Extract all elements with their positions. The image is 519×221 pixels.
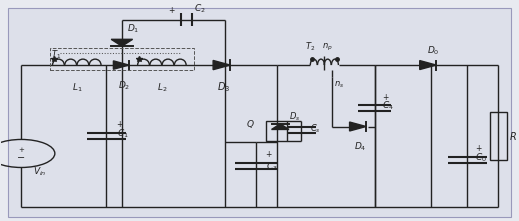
Text: $C_s$: $C_s$ [310, 122, 320, 135]
Polygon shape [113, 61, 129, 69]
Text: +: + [265, 150, 271, 159]
Bar [266, 121, 287, 141]
Polygon shape [271, 124, 289, 130]
Text: $C_3$: $C_3$ [266, 160, 278, 173]
Text: $C_0$: $C_0$ [475, 152, 487, 164]
Text: $D_3$: $D_3$ [217, 81, 230, 94]
Text: $D_s$: $D_s$ [289, 110, 301, 123]
Text: $L_2$: $L_2$ [157, 81, 167, 94]
Text: −: − [17, 153, 25, 163]
Text: $D_2$: $D_2$ [118, 80, 131, 92]
Text: $C_2$: $C_2$ [194, 3, 206, 15]
Text: $T_1$: $T_1$ [51, 49, 61, 61]
Polygon shape [111, 39, 133, 46]
Text: $D_4$: $D_4$ [354, 141, 366, 153]
Text: $T_2$: $T_2$ [305, 40, 315, 53]
Text: +: + [18, 147, 24, 152]
Text: +: + [383, 93, 389, 102]
Polygon shape [420, 61, 436, 70]
Text: $V_{in}$: $V_{in}$ [33, 165, 46, 178]
Text: $C_4$: $C_4$ [383, 100, 394, 112]
Text: $n_s$: $n_s$ [334, 80, 345, 90]
Polygon shape [213, 60, 230, 70]
Text: +: + [116, 120, 122, 129]
Text: +: + [168, 6, 174, 15]
Text: $R$: $R$ [509, 130, 516, 142]
Text: $n_p$: $n_p$ [321, 42, 332, 53]
Text: $L_1$: $L_1$ [72, 81, 82, 94]
Bar [490, 112, 507, 160]
Text: $Q$: $Q$ [246, 118, 255, 130]
Text: $D_1$: $D_1$ [127, 22, 140, 35]
Text: +: + [475, 144, 482, 152]
Text: $C_1$: $C_1$ [117, 128, 129, 140]
Polygon shape [350, 122, 366, 131]
Text: $D_0$: $D_0$ [427, 44, 439, 57]
